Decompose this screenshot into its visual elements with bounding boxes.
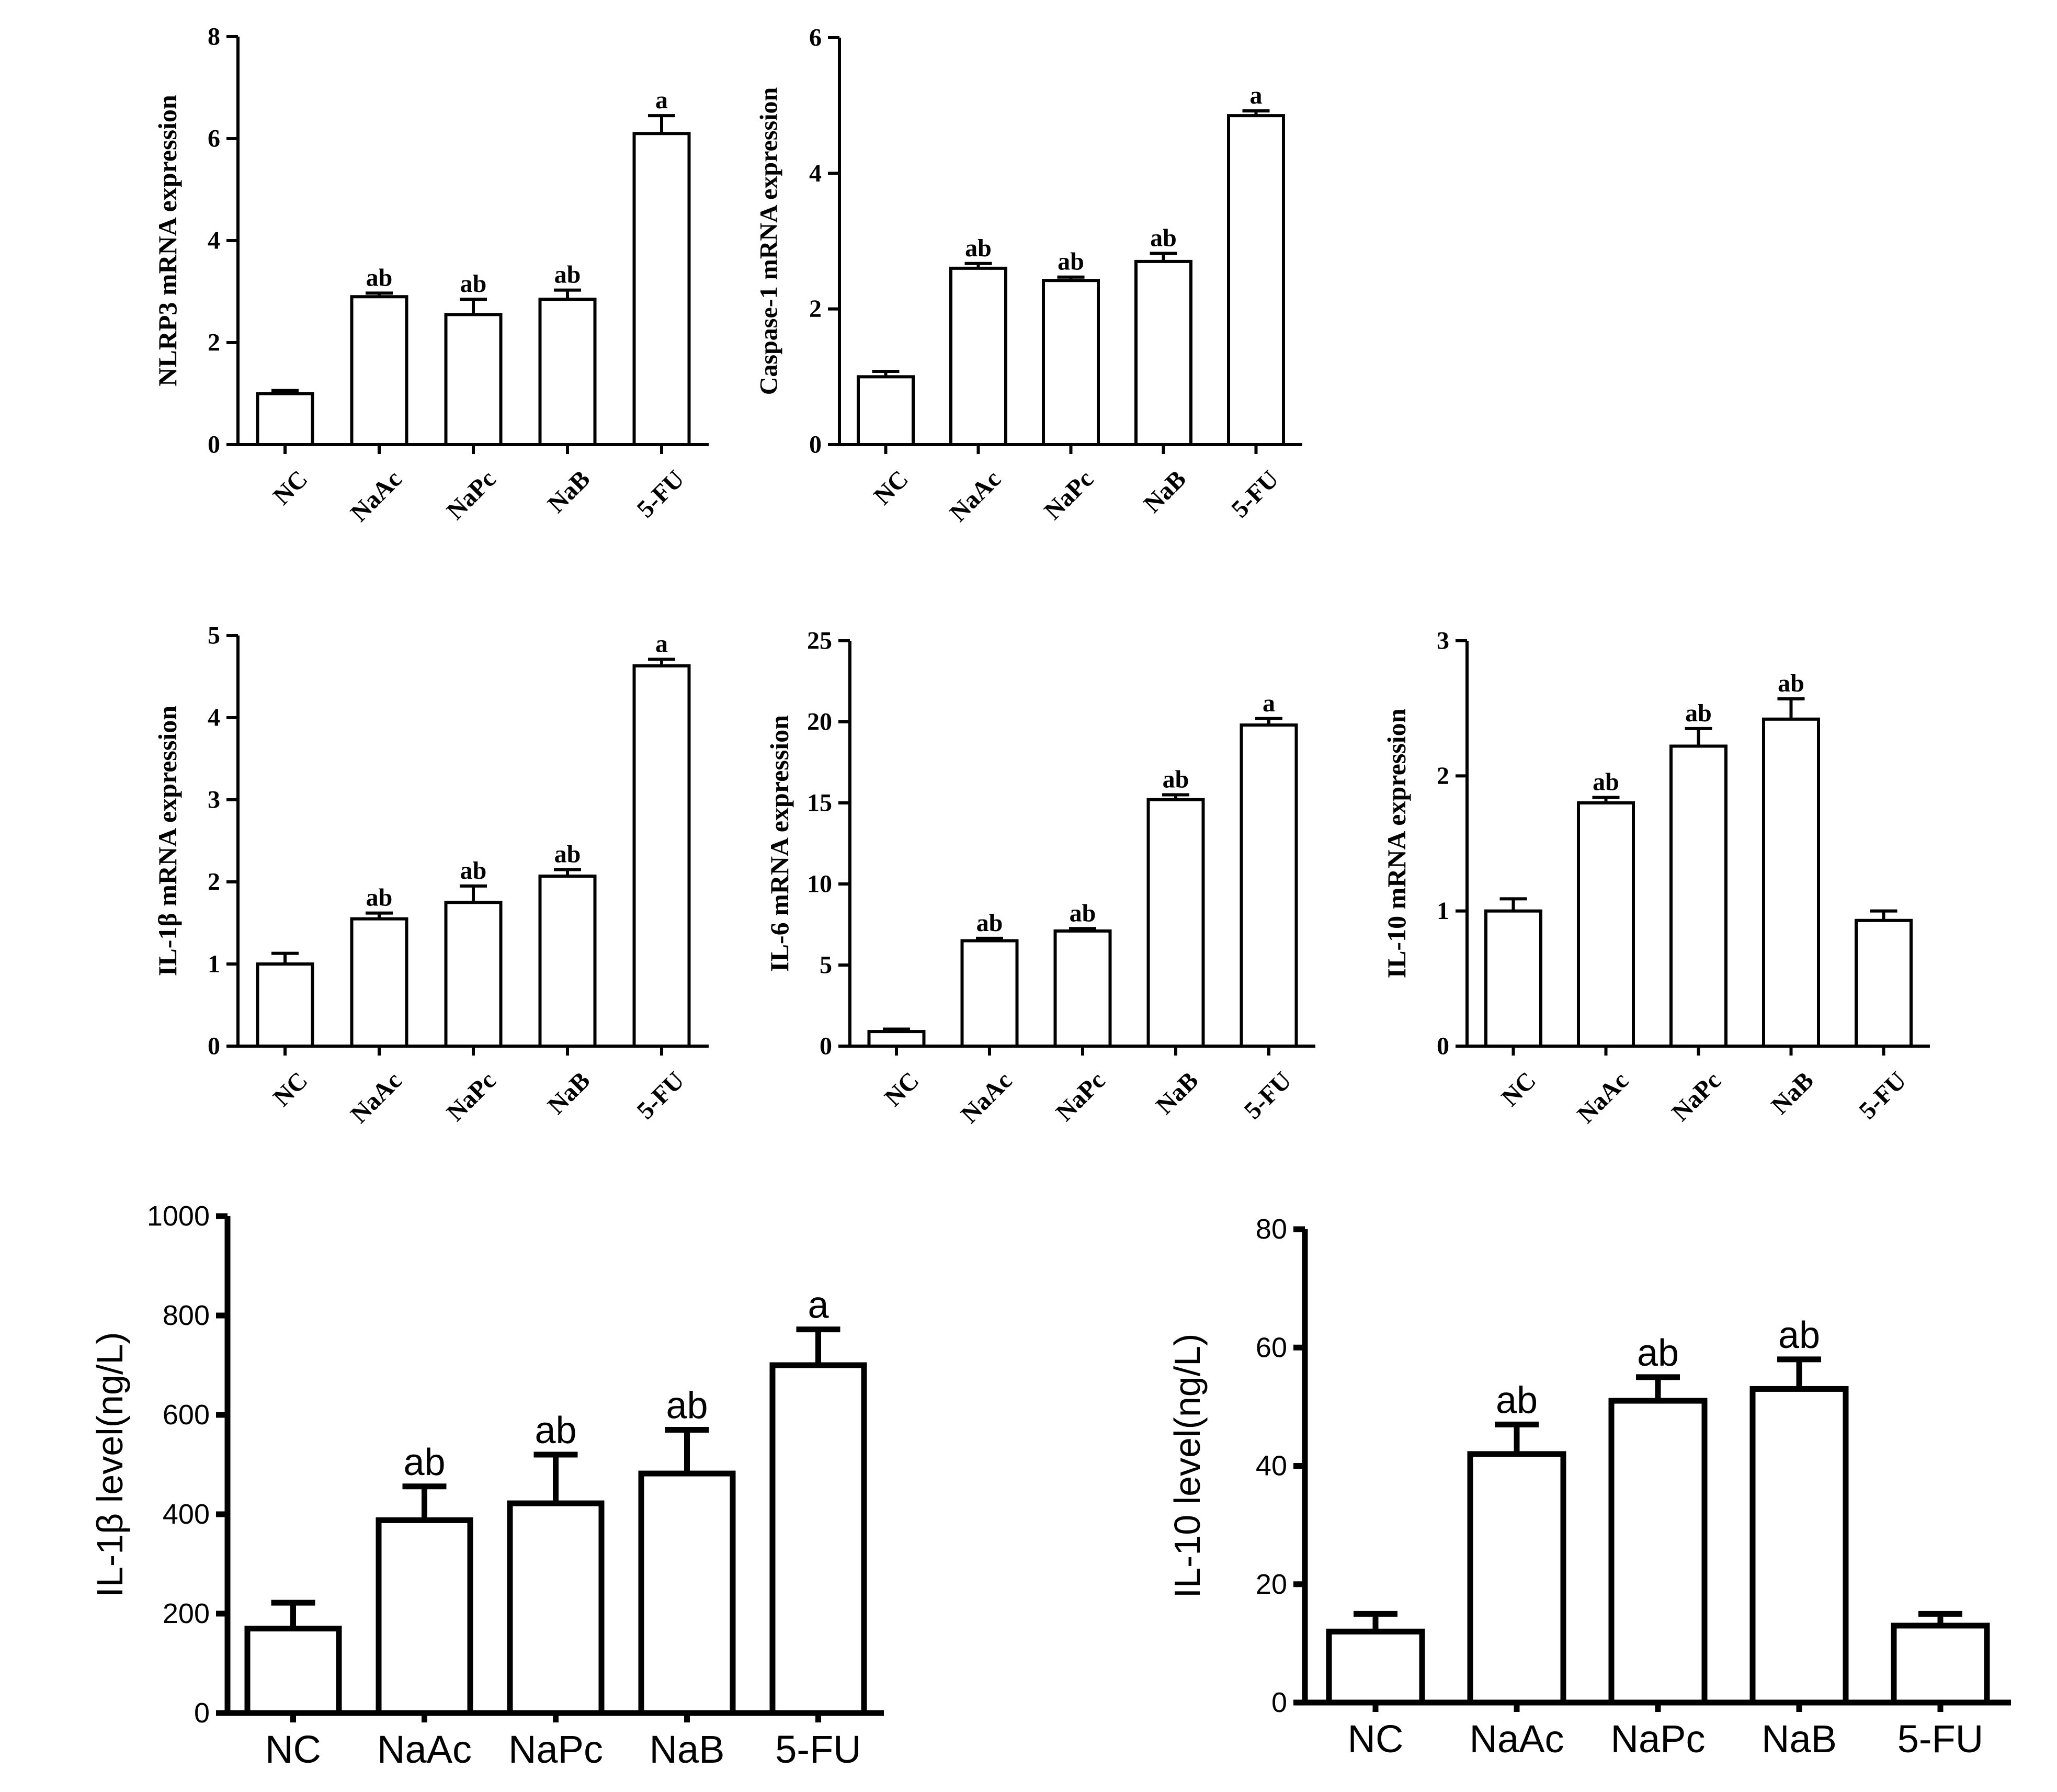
significance-label: ab [366, 264, 393, 291]
significance-label: ab [965, 234, 992, 262]
y-tick-label: 200 [163, 1598, 210, 1629]
y-axis-label: IL-10 level(ng/L) [1167, 1334, 1208, 1598]
significance-label: a [1250, 82, 1263, 109]
significance-label: ab [1150, 224, 1177, 252]
significance-label: ab [1496, 1379, 1538, 1421]
chart-il10_level: 0 20 40 60 80 IL-10 level(ng/L) NC ab NaAc ab NaPc… [1167, 1213, 2011, 1761]
y-tick-label: 0 [809, 431, 822, 459]
significance-label: ab [1593, 768, 1619, 796]
significance-label: ab [366, 884, 393, 912]
y-tick-label: 40 [1256, 1450, 1287, 1482]
significance-label: ab [460, 270, 487, 298]
y-axis-label: Caspase-1 mRNA expression [755, 87, 783, 395]
y-tick-label: 0 [208, 1033, 220, 1060]
x-category-label: NaB [1761, 1717, 1837, 1761]
y-tick-label: 1 [1437, 897, 1449, 925]
y-tick-label: 4 [208, 704, 220, 732]
y-tick-label: 2 [809, 295, 822, 323]
significance-label: ab [1637, 1332, 1679, 1374]
y-tick-label: 6 [208, 125, 220, 153]
significance-label: a [808, 1285, 829, 1326]
y-tick-label: 60 [1256, 1332, 1287, 1363]
significance-label: a [1263, 689, 1275, 717]
y-tick-label: 1 [208, 950, 220, 978]
significance-label: ab [1685, 699, 1712, 727]
y-tick-label: 2 [208, 329, 220, 357]
y-tick-label: 800 [163, 1300, 210, 1331]
y-tick-label: 20 [1256, 1569, 1287, 1600]
x-category-label: NaB [650, 1728, 725, 1771]
x-category-label: NaAc [377, 1728, 472, 1771]
x-category-label: NC [1348, 1717, 1404, 1761]
significance-label: a [655, 86, 668, 114]
x-category-label: NaAc [1470, 1717, 1564, 1761]
y-tick-label: 0 [1437, 1033, 1449, 1060]
significance-label: ab [976, 909, 1003, 937]
significance-label: ab [1070, 899, 1096, 927]
significance-label: ab [535, 1410, 576, 1451]
y-tick-label: 20 [807, 708, 832, 736]
significance-label: ab [666, 1385, 708, 1427]
y-tick-label: 1000 [147, 1200, 210, 1232]
y-axis-label: IL-6 mRNA expression [765, 715, 794, 972]
x-category-label: NC [265, 1728, 321, 1771]
y-axis-label: IL-1β level(ng/L) [89, 1332, 130, 1597]
y-tick-label: 0 [1271, 1687, 1287, 1718]
significance-label: ab [1163, 766, 1189, 793]
y-axis-label: NLRP3 mRNA expression [153, 95, 182, 387]
significance-label: ab [554, 840, 581, 868]
y-tick-label: 2 [1437, 762, 1449, 790]
significance-label: ab [460, 857, 487, 884]
significance-label: ab [1058, 248, 1084, 276]
y-tick-label: 4 [208, 227, 220, 255]
y-axis-label: IL-1β mRNA expression [153, 706, 182, 976]
y-tick-label: 600 [163, 1399, 210, 1431]
y-tick-label: 6 [809, 24, 822, 52]
y-tick-label: 400 [163, 1499, 210, 1530]
significance-label: a [655, 630, 668, 658]
y-tick-label: 0 [194, 1697, 210, 1729]
x-category-label: 5-FU [775, 1728, 861, 1771]
y-tick-label: 5 [208, 622, 220, 650]
x-category-label: 5-FU [1897, 1717, 1983, 1761]
chart-il1b_level: 0 200 400 600 800 1000 IL-1β level(ng/L) NC ab Na… [89, 1200, 884, 1771]
y-tick-label: 3 [208, 786, 220, 814]
significance-label: ab [403, 1442, 445, 1483]
y-tick-label: 10 [807, 870, 832, 898]
significance-label: ab [1778, 1314, 1820, 1356]
y-tick-label: 80 [1256, 1213, 1287, 1245]
y-axis-label: IL-10 mRNA expression [1382, 708, 1411, 978]
x-category-label: NaPc [1611, 1717, 1706, 1761]
y-tick-label: 3 [1437, 627, 1449, 655]
y-tick-label: 2 [208, 868, 220, 896]
y-tick-label: 5 [820, 951, 832, 979]
y-tick-label: 25 [807, 627, 832, 655]
y-tick-label: 0 [208, 431, 220, 459]
y-tick-label: 15 [807, 789, 832, 817]
significance-label: ab [1778, 670, 1804, 697]
y-tick-label: 0 [820, 1033, 832, 1060]
significance-label: ab [554, 261, 581, 289]
y-tick-label: 4 [809, 160, 822, 187]
x-category-label: NaPc [508, 1728, 603, 1771]
y-tick-label: 8 [208, 23, 220, 51]
